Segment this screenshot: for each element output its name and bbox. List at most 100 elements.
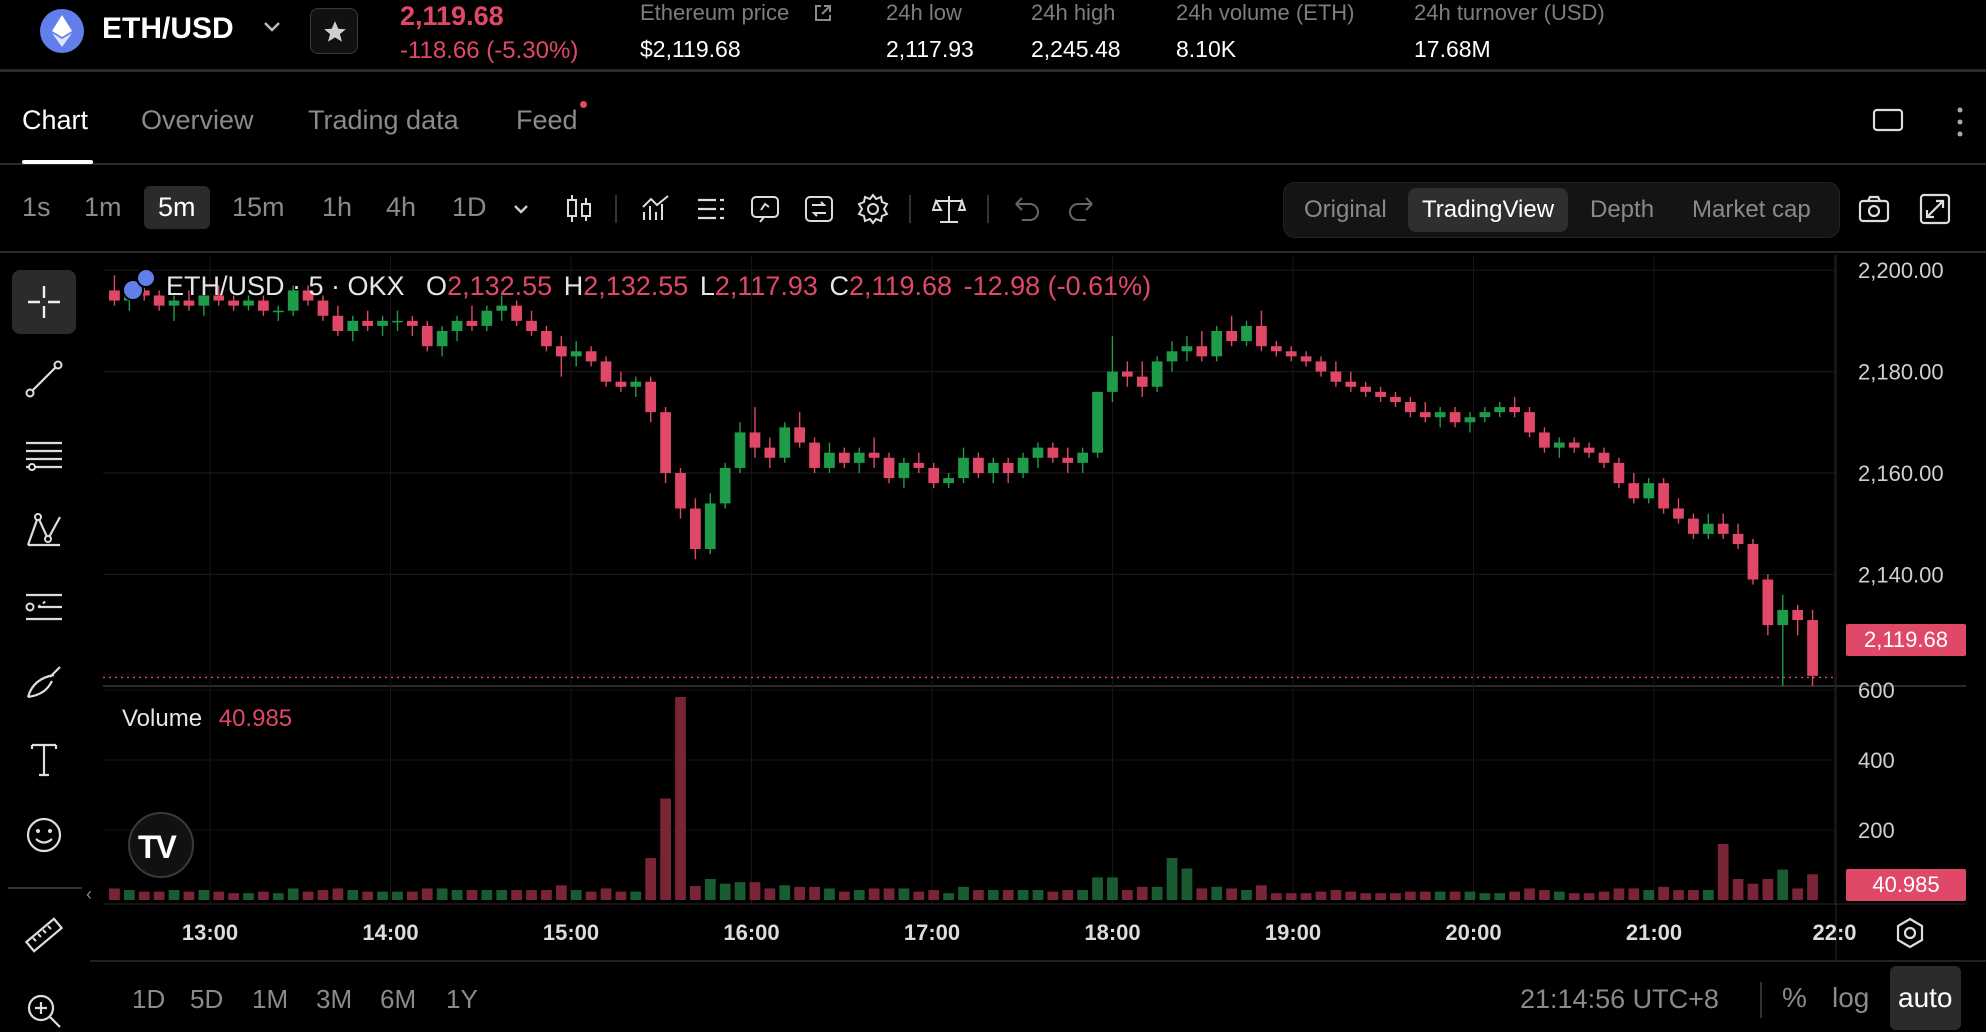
range-6m[interactable]: 6M xyxy=(380,984,417,1014)
candle-body xyxy=(168,300,180,306)
window-layout-icon[interactable] xyxy=(1872,108,1904,132)
volume-bar xyxy=(1762,879,1774,900)
percent-scale-toggle[interactable]: % xyxy=(1782,982,1807,1013)
volume-bar xyxy=(1747,883,1759,900)
candle-body xyxy=(913,462,925,468)
compare-icon[interactable] xyxy=(802,192,836,226)
candle-body xyxy=(377,320,388,326)
axis-settings-icon[interactable] xyxy=(1893,916,1927,950)
range-5d[interactable]: 5D xyxy=(190,984,224,1014)
pattern-tool[interactable] xyxy=(12,499,76,563)
camera-icon[interactable] xyxy=(1857,192,1891,226)
candle-body xyxy=(973,457,984,473)
brush-tool[interactable] xyxy=(12,651,76,715)
view-market-cap[interactable]: Market cap xyxy=(1692,196,1811,223)
interval-15m[interactable]: 15m xyxy=(232,192,285,222)
volume-bar xyxy=(1628,888,1640,900)
zoom-in-tool[interactable] xyxy=(12,979,76,1032)
chevron-down-icon[interactable] xyxy=(262,20,282,34)
volume-bar xyxy=(1002,890,1014,900)
log-scale-toggle[interactable]: log xyxy=(1832,982,1870,1013)
pair-selector[interactable]: ETH/USD xyxy=(102,12,234,45)
volume-bar xyxy=(615,891,627,900)
view-original[interactable]: Original xyxy=(1304,196,1387,223)
volume-bar xyxy=(228,893,239,900)
auto-scale-toggle[interactable]: auto xyxy=(1890,966,1961,1030)
candle-type-icon[interactable] xyxy=(562,192,596,226)
indicators-icon[interactable] xyxy=(640,192,674,226)
range-3m[interactable]: 3M xyxy=(316,984,353,1014)
candle-body xyxy=(511,305,522,321)
crosshair-tool[interactable] xyxy=(12,270,76,334)
candle-body xyxy=(779,427,791,458)
fib-retracement-tool[interactable] xyxy=(12,423,76,487)
chevron-down-icon[interactable] xyxy=(512,203,530,215)
list-icon[interactable] xyxy=(694,192,728,226)
candle-body xyxy=(704,503,716,550)
tab-chart[interactable]: Chart xyxy=(22,105,89,135)
range-1d[interactable]: 1D xyxy=(132,984,166,1014)
volume-bar xyxy=(1702,890,1714,900)
stat-label: 24h volume (ETH) xyxy=(1176,0,1355,25)
volume-bar xyxy=(451,890,463,900)
volume-bar xyxy=(1166,858,1178,900)
external-link-icon[interactable] xyxy=(812,2,834,24)
ruler-tool[interactable] xyxy=(12,903,76,967)
collapse-toolbar-icon[interactable]: ‹ xyxy=(86,884,92,904)
star-icon xyxy=(324,21,346,42)
candle-body xyxy=(1211,331,1223,357)
balance-icon[interactable] xyxy=(932,192,966,226)
legend-open-label: O xyxy=(426,271,448,301)
alert-icon[interactable] xyxy=(748,192,782,226)
candle-body xyxy=(1732,533,1744,544)
volume-bar xyxy=(1330,890,1342,900)
emoji-tool[interactable] xyxy=(12,803,76,867)
view-tradingview[interactable]: TradingView xyxy=(1408,188,1569,232)
tradingview-logo-icon[interactable]: TV xyxy=(128,812,194,878)
interval-1h[interactable]: 1h xyxy=(322,192,353,222)
interval-1d[interactable]: 1D xyxy=(452,192,487,222)
candle-body xyxy=(1077,452,1089,463)
candle-body xyxy=(630,381,642,387)
volume-bar xyxy=(987,890,999,900)
volume-bar xyxy=(1464,891,1476,900)
interval-4h[interactable]: 4h xyxy=(386,192,417,222)
candle-body xyxy=(600,361,612,382)
fullscreen-icon[interactable] xyxy=(1918,192,1952,226)
drawing-toolbar xyxy=(0,255,90,1032)
prediction-tool[interactable] xyxy=(12,575,76,639)
volume-tick-label: 400 xyxy=(1858,748,1895,773)
interval-1m[interactable]: 1m xyxy=(84,192,122,222)
volume-bar xyxy=(1673,890,1684,900)
candle-body xyxy=(853,452,865,463)
crosshair-icon xyxy=(28,286,60,318)
tab-overview[interactable]: Overview xyxy=(141,105,254,135)
settings-gear-icon[interactable] xyxy=(856,192,890,226)
redo-icon[interactable] xyxy=(1064,192,1098,226)
tab-trading-data[interactable]: Trading data xyxy=(308,105,459,135)
volume-bar xyxy=(1211,886,1223,900)
volume-bar xyxy=(1181,868,1193,900)
interval-5m[interactable]: 5m xyxy=(144,186,210,229)
interval-1s[interactable]: 1s xyxy=(22,192,51,222)
candle-body xyxy=(1300,356,1312,362)
volume-bar xyxy=(481,890,493,900)
range-1y[interactable]: 1Y xyxy=(446,984,478,1014)
text-tool[interactable] xyxy=(12,727,76,791)
volume-bar xyxy=(183,891,195,900)
undo-icon[interactable] xyxy=(1010,192,1044,226)
favorite-button[interactable] xyxy=(310,8,358,54)
volume-bar xyxy=(809,886,820,900)
utc-clock[interactable]: 21:14:56 UTC+8 xyxy=(1520,984,1719,1014)
x-tick-label: 21:00 xyxy=(1626,920,1682,945)
x-tick-label: 19:00 xyxy=(1265,920,1321,945)
view-depth[interactable]: Depth xyxy=(1590,196,1655,223)
volume-bar xyxy=(1553,891,1565,900)
trend-line-tool[interactable] xyxy=(12,347,76,411)
exchange-badge-icon xyxy=(136,268,156,288)
volume-bar xyxy=(1643,890,1655,900)
tab-feed[interactable]: Feed xyxy=(516,105,578,135)
more-vertical-icon[interactable] xyxy=(1955,106,1965,138)
range-1m[interactable]: 1M xyxy=(252,984,289,1014)
